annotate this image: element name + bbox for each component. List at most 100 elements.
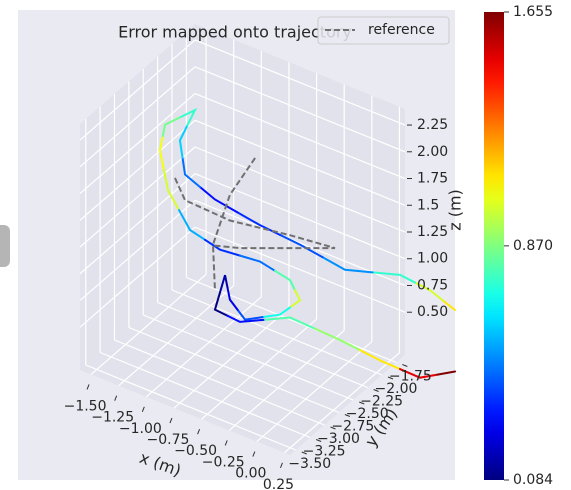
trajectory-segment: [219, 274, 229, 294]
colorbar-tick-label: 0.870: [513, 238, 553, 254]
trajectory-segment: [213, 291, 229, 317]
grid-line: [228, 329, 345, 431]
grid-line: [284, 352, 400, 454]
z-tick-label: 0.75: [417, 277, 448, 293]
trajectory-segment: [263, 316, 317, 330]
colorbar-ticks: 0.084 0.870 1.655: [504, 4, 553, 488]
legend: reference: [317, 16, 450, 45]
trajectory-segment: [441, 299, 456, 311]
x-tick-label: 0.00: [235, 466, 266, 482]
trajectory-segment: [414, 281, 444, 302]
trajectory-segment: [273, 269, 296, 292]
grid-line: [256, 341, 373, 443]
trajectory-segment: [226, 314, 266, 323]
x-tick: [169, 417, 173, 424]
grid-line: [194, 119, 406, 206]
trajectory-segment: [314, 327, 361, 352]
x-tick: [114, 395, 118, 401]
trajectory-segment: [321, 256, 374, 274]
grid-line: [157, 301, 368, 389]
z-tick-label: 0.50: [417, 304, 448, 320]
grid-line: [118, 285, 235, 387]
x-tick: [252, 451, 256, 457]
y-tick: [387, 376, 394, 380]
z-tick-label: 1.00: [417, 251, 448, 267]
colorbar: [484, 12, 504, 480]
grid-line: [79, 39, 196, 141]
grid-line: [194, 173, 406, 260]
grid-line: [194, 146, 406, 233]
trajectory-segment: [261, 306, 292, 319]
grid-line: [194, 39, 406, 126]
y-tick-label: −1.75: [389, 369, 432, 385]
y-tick: [301, 451, 307, 455]
grid-line: [79, 146, 196, 248]
trajectory-segment: [158, 136, 165, 172]
y-tick-label: −3.25: [303, 444, 346, 460]
y-tick-label: −2.25: [360, 394, 403, 410]
grid-line: [90, 274, 207, 375]
grid-line: [194, 66, 406, 153]
grid-line: [173, 307, 290, 409]
trajectory-segment: [162, 169, 181, 212]
grid-line: [171, 289, 383, 376]
y-tick: [330, 426, 336, 430]
x-tick-label: −0.50: [174, 443, 217, 459]
trajectory-segment: [358, 349, 401, 371]
trajectory-segment: [181, 156, 202, 189]
y-tick: [344, 414, 351, 417]
trajectory-segment: [371, 271, 417, 284]
x-tick-label: −1.25: [91, 410, 134, 426]
trajectory-segment: [161, 116, 181, 139]
marks: [158, 107, 457, 379]
colorbar-tick-label: 1.655: [513, 4, 553, 20]
trajectory-segment: [289, 289, 302, 309]
y-tick-label: −2.00: [375, 381, 418, 397]
x-tick-label: −1.50: [64, 398, 107, 414]
trajectory-segment: [278, 233, 324, 259]
y-tick-label: −3.50: [288, 456, 331, 472]
grid-line: [79, 173, 196, 275]
y-tick: [315, 439, 322, 442]
grid-line: [79, 226, 196, 328]
reference-line: [174, 157, 336, 291]
grid-line: [79, 66, 196, 168]
z-axis-label: z (m): [446, 189, 465, 231]
colorbar-tick-label: 0.084: [513, 472, 553, 488]
trajectory-segment: [199, 186, 239, 214]
y-tick: [402, 364, 408, 367]
grid-line: [145, 296, 262, 398]
x-tick-label: −1.00: [119, 421, 162, 437]
grid: [79, 28, 406, 454]
grid-line: [79, 93, 196, 194]
grid-line: [85, 364, 296, 451]
grid-line: [143, 314, 354, 401]
trajectory-segment: [399, 368, 439, 379]
z-tick-label: 2.00: [417, 144, 448, 160]
trajectory-segment: [178, 209, 207, 241]
side-tab: [0, 225, 10, 267]
grid-line: [99, 351, 311, 439]
x-tick: [141, 406, 145, 413]
x-tick-label: −0.25: [202, 454, 245, 470]
trajectory-segment: [239, 254, 276, 272]
y-tick-label: −3.00: [317, 431, 360, 447]
x-tick-label: 0.25: [263, 477, 294, 490]
z-tick-label: 2.25: [417, 117, 448, 133]
x-tick: [86, 384, 90, 390]
legend-box: [317, 16, 450, 45]
trajectory-segment: [178, 124, 189, 159]
y-tick-label: −2.75: [331, 419, 374, 435]
y-tick: [373, 389, 379, 392]
z-tick-label: 1.75: [417, 171, 448, 187]
floor-pane: [80, 270, 405, 455]
grid-line: [201, 318, 317, 420]
trajectory-segment: [204, 238, 242, 257]
grid-line: [79, 200, 196, 301]
grid-line: [128, 326, 340, 414]
x-tick-label: −0.75: [146, 432, 189, 448]
grid-line: [114, 339, 325, 426]
labels: −1.50−1.25−1.00−0.75−0.50−0.250.000.25 −3…: [64, 117, 449, 490]
z-tick-label: 1.25: [417, 224, 448, 240]
